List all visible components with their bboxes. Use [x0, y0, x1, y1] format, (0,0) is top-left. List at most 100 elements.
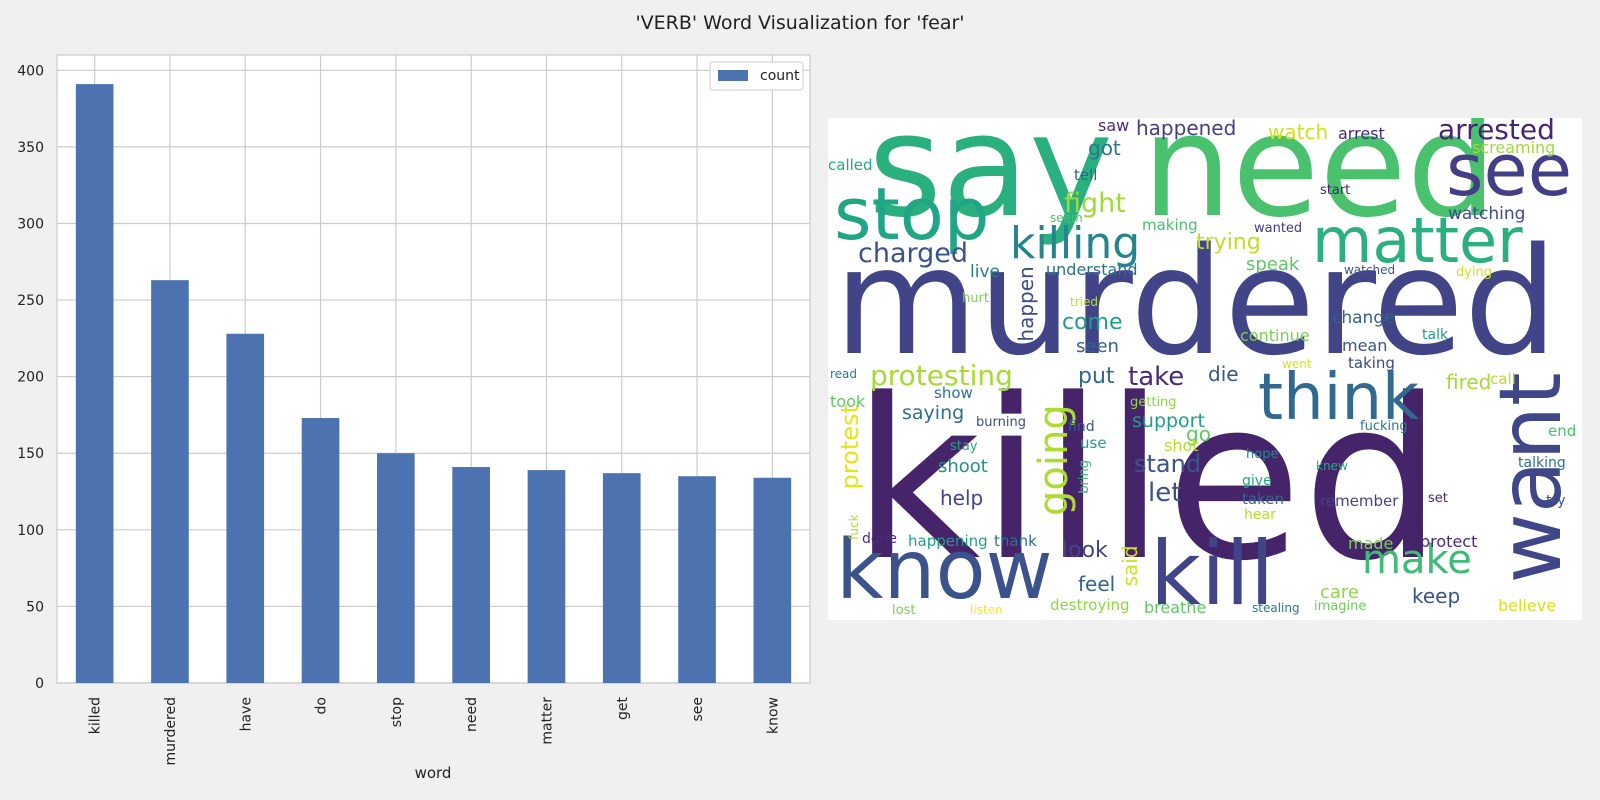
bar-murdered — [151, 280, 189, 683]
word-see: see — [1446, 128, 1573, 212]
word-bring: bring — [1077, 459, 1092, 494]
word-destroying: destroying — [1050, 596, 1130, 614]
word-talk: talk — [1422, 327, 1449, 343]
y-tick-label: 300 — [17, 216, 44, 232]
word-talking: talking — [1518, 455, 1566, 471]
x-tick-label: have — [238, 697, 254, 731]
y-axis-ticks: 0 50 100 150 200 250 300 350 400 — [17, 63, 44, 692]
legend: count — [709, 61, 804, 91]
word-thank: thank — [994, 532, 1037, 550]
word-go: go — [1186, 422, 1211, 446]
bar-need — [452, 467, 490, 683]
word-imagine: imagine — [1314, 599, 1367, 614]
word-arrest: arrest — [1338, 124, 1385, 143]
word-killed: killed — [852, 352, 1444, 610]
word-happened: happened — [1136, 118, 1237, 140]
word-call: call — [1490, 370, 1516, 388]
word-happen: happen — [1014, 266, 1038, 342]
bars — [75, 84, 792, 684]
word-stop: stop — [834, 172, 990, 256]
word-show: show — [934, 384, 973, 402]
word-set: set — [1428, 491, 1448, 506]
bar-know — [753, 477, 792, 683]
word-protest: protest — [836, 404, 864, 490]
word-let: let — [1148, 478, 1182, 508]
word-stealing: stealing — [1252, 601, 1300, 615]
word-support: support — [1132, 410, 1205, 432]
word-make: make — [1362, 537, 1472, 583]
y-tick-label: 250 — [17, 293, 44, 309]
bar-get — [602, 473, 641, 683]
word-went: went — [1282, 357, 1312, 371]
y-tick-label: 150 — [17, 446, 44, 462]
word-kill: kill — [1150, 522, 1275, 620]
legend-label: count — [760, 68, 800, 84]
word-die: die — [1208, 362, 1239, 386]
word-find: find — [1068, 419, 1095, 435]
x-axis-ticks: killed murdered have do stop need matter get see… — [88, 697, 782, 766]
word-shoot: shoot — [938, 456, 988, 477]
y-tick-label: 50 — [26, 599, 44, 615]
word-done: done — [862, 531, 897, 547]
x-tick-label: need — [464, 697, 480, 732]
x-tick-label: know — [765, 697, 781, 734]
word-care: care — [1320, 582, 1360, 603]
word-need: need — [1142, 118, 1497, 249]
word-try: try — [1546, 493, 1566, 509]
word-come: come — [1062, 310, 1123, 335]
word-mean: mean — [1342, 336, 1388, 355]
word-watch: watch — [1268, 120, 1329, 144]
word-think: think — [1258, 361, 1420, 435]
x-tick-label: murdered — [163, 697, 179, 765]
word-hurt: hurt — [962, 291, 989, 306]
word-keep: keep — [1412, 584, 1461, 608]
y-tick-label: 0 — [35, 676, 44, 692]
word-put: put — [1078, 364, 1115, 389]
legend-swatch — [718, 70, 748, 81]
word-speak: speak — [1246, 254, 1300, 275]
word-stand: stand — [1134, 450, 1202, 478]
word-remember: remember — [1320, 492, 1399, 510]
word-got: got — [1088, 136, 1121, 160]
word-seem: seem — [1050, 211, 1083, 225]
word-lost: lost — [892, 603, 916, 618]
word-listen: listen — [970, 603, 1003, 617]
word-help: help — [940, 486, 984, 510]
word-dying: dying — [1456, 265, 1493, 280]
word-making: making — [1142, 216, 1198, 234]
y-tick-label: 350 — [17, 140, 44, 156]
word-protect: protect — [1420, 532, 1478, 551]
word-change: change — [1332, 308, 1395, 328]
word-cloud: say need see stop matter killing charged fight m… — [828, 118, 1582, 620]
word-understand: understand — [1046, 260, 1138, 279]
word-end: end — [1548, 422, 1577, 440]
word-give: give — [1242, 473, 1272, 489]
word-feel: feel — [1078, 572, 1116, 596]
word-tried: tried — [1070, 295, 1098, 309]
bar-matter — [527, 470, 566, 683]
word-start: start — [1320, 183, 1351, 198]
bar-killed — [75, 84, 114, 684]
x-tick-label: killed — [88, 697, 104, 734]
word-watched: watched — [1344, 263, 1396, 277]
word-take: take — [1128, 362, 1185, 392]
word-continue: continue — [1240, 326, 1310, 345]
word-believe: believe — [1498, 596, 1557, 615]
y-tick-label: 400 — [17, 63, 44, 79]
word-seen: seen — [1076, 336, 1119, 357]
x-tick-label: stop — [389, 697, 405, 727]
word-live: live — [970, 262, 1000, 282]
y-tick-label: 100 — [17, 523, 44, 539]
figure-title: 'VERB' Word Visualization for 'fear' — [635, 12, 965, 34]
word-made: made — [1348, 534, 1394, 553]
word-look: look — [1062, 538, 1108, 563]
word-saying: saying — [902, 402, 965, 424]
word-screaming: screaming — [1472, 138, 1556, 157]
word-killing: killing — [1010, 218, 1141, 269]
word-use: use — [1080, 434, 1107, 452]
word-wanted: wanted — [1254, 221, 1303, 236]
bar-chart: 0 50 100 150 200 250 300 350 400 killed murdered h… — [17, 54, 811, 782]
word-hope: hope — [1246, 447, 1279, 462]
bar-do — [301, 418, 340, 683]
word-called: called — [828, 156, 873, 174]
